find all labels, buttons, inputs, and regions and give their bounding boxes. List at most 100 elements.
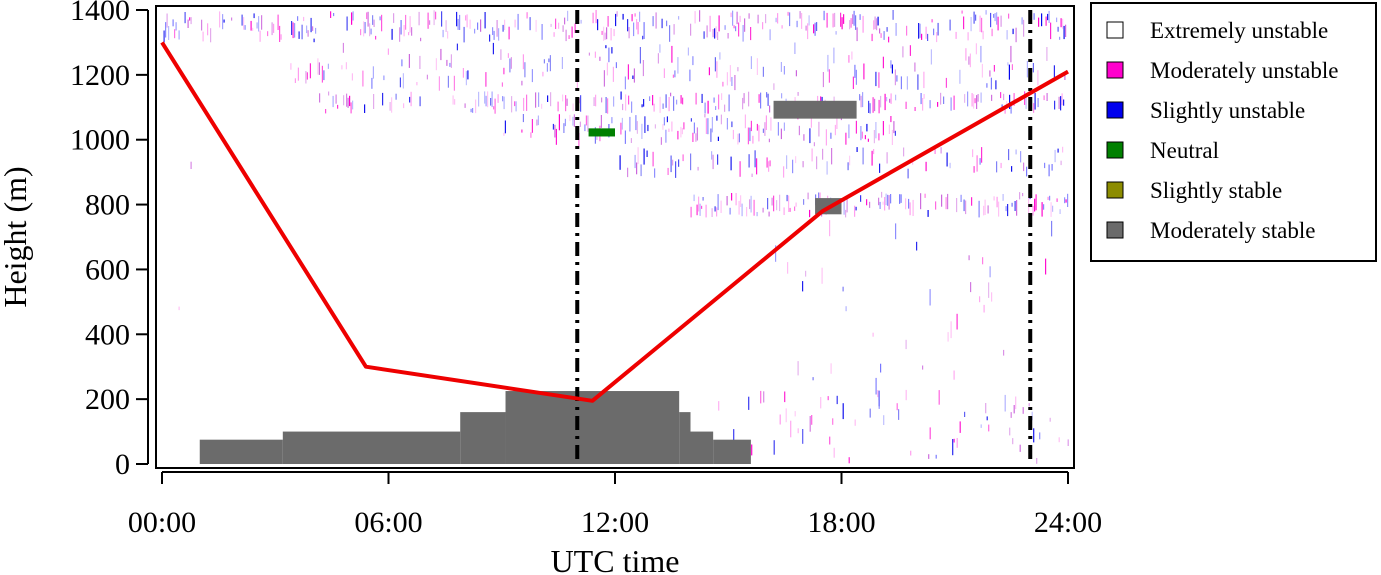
heatmap-cell [1047,13,1049,21]
heatmap-cell [292,22,294,39]
heatmap-cell [711,151,713,160]
heatmap-cell [896,403,898,411]
heatmap-cell [996,161,998,173]
heatmap-cell [979,15,981,32]
heatmap-cell [730,12,732,18]
heatmap-cell [666,20,668,27]
heatmap-cell [750,27,752,41]
heatmap-cell [892,10,894,20]
heatmap-cell [1028,403,1030,407]
heatmap-cell [983,304,985,313]
heatmap-cell [665,129,667,143]
stability-region [282,431,461,464]
heatmap-cell [1022,407,1024,414]
heatmap-cell [1057,26,1059,32]
heatmap-cell [457,18,459,30]
heatmap-cell [585,115,587,126]
heatmap-cell [435,58,437,71]
heatmap-cell [608,47,610,63]
heatmap-cell [294,23,296,38]
heatmap-cell [701,205,703,209]
heatmap-cell [1067,439,1069,446]
y-tick-label: 800 [85,189,130,222]
heatmap-cell [291,21,293,35]
heatmap-cell [616,11,618,17]
heatmap-cell [350,102,352,114]
heatmap-cell [1015,396,1017,410]
heatmap-cell [454,99,456,105]
heatmap-cell [571,26,573,38]
heatmap-cell [1009,94,1011,109]
heatmap-cell [1050,202,1052,217]
heatmap-cell [876,18,878,31]
heatmap-cell [1045,16,1047,26]
heatmap-cell [946,152,948,167]
heatmap-cell [672,74,674,78]
heatmap-cell [841,17,843,30]
heatmap-cell [659,44,661,53]
heatmap-cell [587,115,589,132]
x-tick-label: 12:00 [581,506,649,539]
heatmap-cell [420,37,422,42]
heatmap-cell [886,152,888,164]
heatmap-cell [383,75,385,81]
stability-region [690,431,714,464]
heatmap-cell [717,154,719,165]
heatmap-cell [750,120,752,132]
heatmap-cell [827,54,829,72]
heatmap-cell [756,58,758,75]
heatmap-cell [1032,63,1034,73]
heatmap-cell [1004,107,1006,114]
heatmap-cell [862,15,864,33]
heatmap-cell [878,133,880,141]
heatmap-cell [889,98,891,103]
heatmap-cell [752,135,754,144]
heatmap-cell [447,75,449,88]
heatmap-cell [1053,65,1055,78]
heatmap-cell [703,31,705,39]
heatmap-cell [351,12,353,25]
heatmap-cell [391,28,393,40]
heatmap-cell [364,22,366,34]
heatmap-cell [822,148,824,160]
heatmap-cell [256,22,258,29]
heatmap-cell [652,95,654,106]
heatmap-cell [773,195,775,212]
heatmap-cell [1051,220,1053,237]
heatmap-cell [884,197,886,211]
heatmap-cell [797,361,799,376]
heatmap-cell [975,43,977,55]
heatmap-cell [535,19,537,32]
heatmap-cell [886,27,888,32]
heatmap-cell [890,93,892,104]
heatmap-cell [807,23,809,40]
heatmap-cell [475,99,477,114]
heatmap-cell [707,118,709,135]
heatmap-cell [517,13,519,30]
heatmap-cell [712,154,714,170]
heatmap-cell [768,211,770,217]
heatmap-cell [980,424,982,428]
heatmap-cell [775,245,777,262]
heatmap-cell [1003,93,1005,101]
heatmap-cell [501,82,503,87]
heatmap-cell [592,12,594,24]
heatmap-cell [708,67,710,76]
heatmap-cell [694,11,696,24]
heatmap-cell [1010,45,1012,63]
heatmap-cell [821,96,823,102]
heatmap-cell [555,128,557,145]
heatmap-cell [1063,25,1065,40]
x-tick-label: 00:00 [128,506,196,539]
heatmap-cell [1036,458,1038,464]
heatmap-cell [771,197,773,206]
y-tick-label: 1200 [70,59,130,92]
heatmap-cell [976,155,978,172]
heatmap-cell [653,103,655,112]
heatmap-cell [997,16,999,31]
heatmap-cell [319,93,321,103]
heatmap-cell [646,150,648,157]
heatmap-cell [912,199,914,216]
heatmap-cell [652,16,654,27]
heatmap-cell [507,53,509,58]
